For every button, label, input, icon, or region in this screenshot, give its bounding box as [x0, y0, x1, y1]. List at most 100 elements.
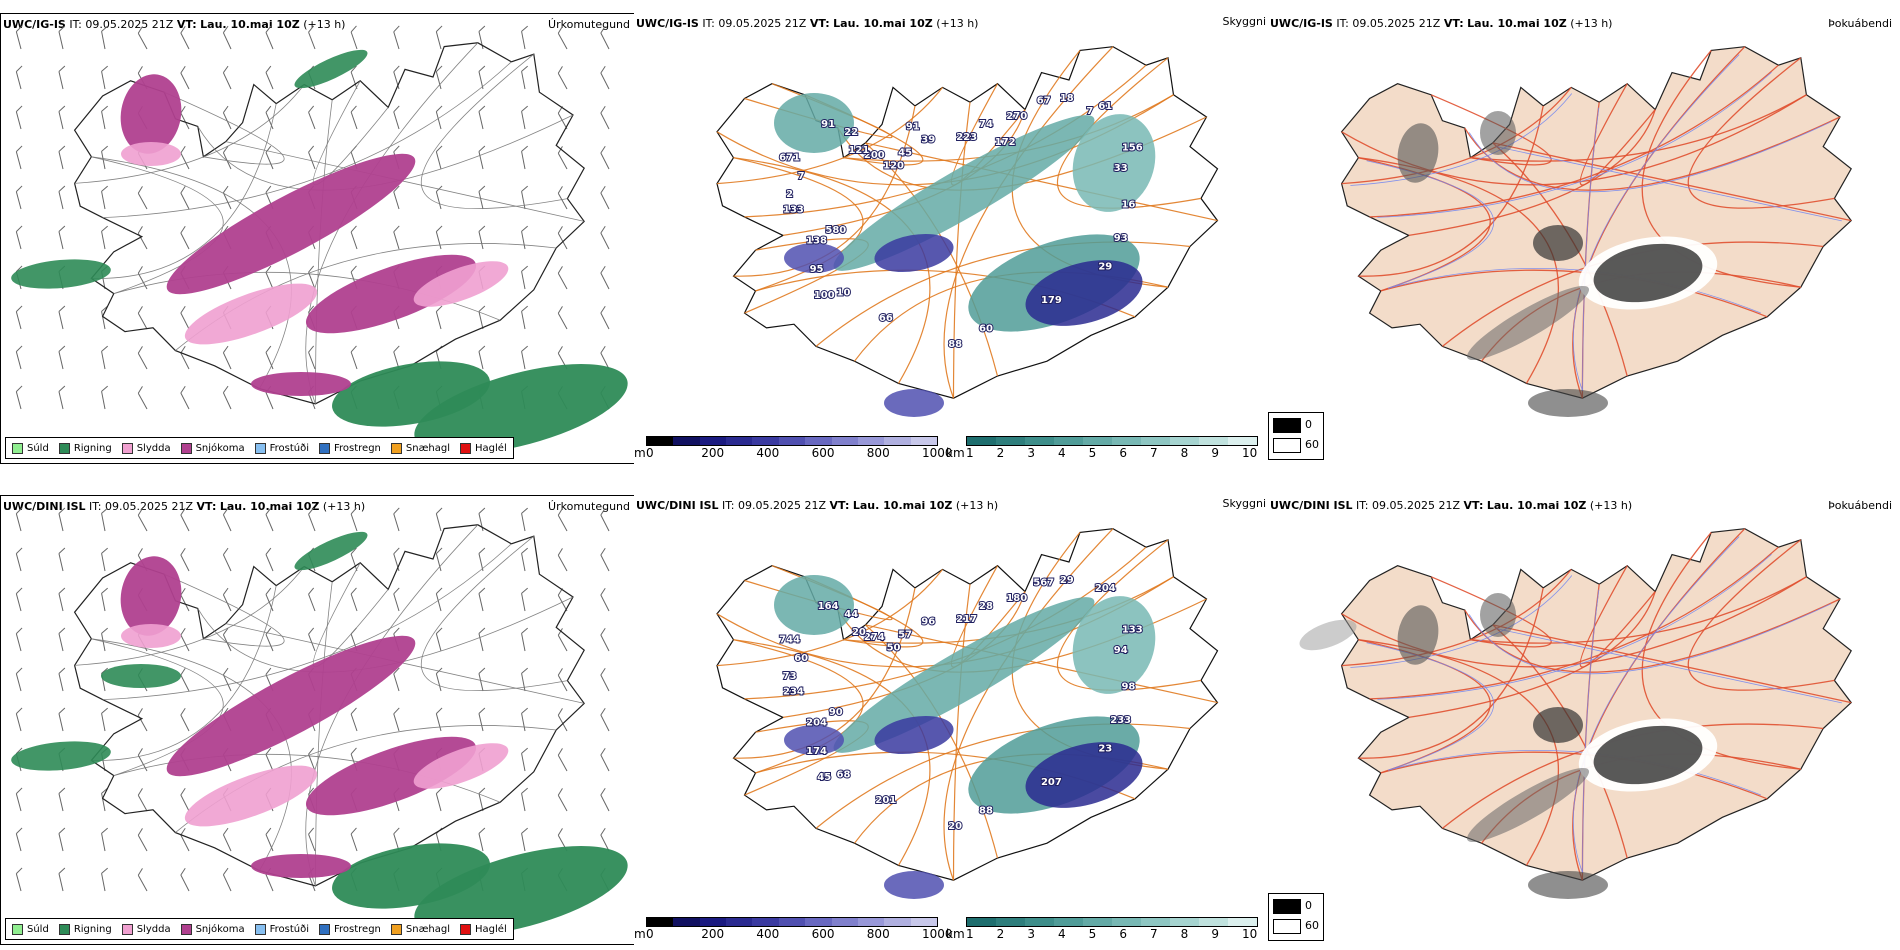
wind-barb — [478, 827, 486, 852]
wind-barb — [222, 25, 232, 50]
wind-barb — [478, 627, 486, 652]
legend-label: Snæhagl — [405, 923, 451, 935]
legend-item: Haglél — [460, 923, 507, 935]
road-line — [1492, 142, 1852, 222]
legend-swatch — [319, 923, 330, 935]
legend-label: Haglél — [475, 442, 507, 454]
precip-type-legend: Súld Rigning Slydda Snjókoma Frostúði Frostre… — [5, 918, 514, 940]
fog-area — [1533, 707, 1583, 743]
ceiling-value-label: 94 — [1114, 645, 1128, 656]
road-line — [1388, 267, 1761, 314]
road-line — [91, 585, 277, 761]
wind-barb — [435, 707, 443, 732]
colorbar-segment — [1199, 437, 1228, 445]
road-line — [952, 584, 971, 881]
ceiling-area — [874, 233, 954, 273]
wind-barb — [600, 827, 610, 852]
wind-barb — [350, 65, 358, 90]
legend-label: Rigning — [73, 923, 112, 935]
wind-barb — [265, 507, 274, 532]
ceiling-value-label: 45 — [898, 147, 912, 158]
wind-barb — [101, 827, 108, 852]
wind-barb — [478, 587, 486, 612]
iceland-coastline — [1340, 46, 1853, 399]
legend-swatch — [319, 442, 330, 454]
wind-barb — [350, 25, 358, 50]
wind-barb — [478, 105, 486, 130]
fog-panel-1: UWC/IG-IS IT: 09.05.2025 21Z VT: Lau. 10… — [1268, 13, 1900, 464]
colorbar-tick-label: 1000 — [922, 927, 953, 941]
road-line — [1350, 93, 1573, 186]
wind-barb — [521, 747, 528, 772]
wind-barb — [137, 346, 148, 370]
iceland-coastline — [1340, 528, 1853, 881]
wind-barb — [478, 145, 486, 170]
ceiling-value-label: 20 — [852, 627, 866, 638]
ceiling-value-label: 18 — [1060, 93, 1074, 104]
wind-barb — [478, 225, 486, 250]
ceiling-value-label: 91 — [821, 119, 835, 130]
legend-label: Frostúði — [269, 442, 309, 454]
ceiling-value-label: 16 — [1121, 199, 1135, 210]
colorbar-segment — [1170, 437, 1199, 445]
visibility-area — [774, 575, 854, 635]
ceiling-area — [1025, 260, 1143, 326]
fog-panel-2: UWC/DINI ISL IT: 09.05.2025 21Z VT: Lau.… — [1268, 495, 1900, 945]
ceiling-value-label: 156 — [1122, 142, 1143, 153]
legend-item: Haglél — [460, 442, 507, 454]
fog-area — [1480, 111, 1516, 155]
wind-barb — [58, 587, 66, 612]
panel-title: UWC/DINI ISL IT: 09.05.2025 21Z VT: Lau.… — [1270, 499, 1633, 512]
wind-barb — [180, 105, 190, 130]
snow-area — [166, 635, 416, 777]
wind-barb — [600, 305, 610, 330]
legend-label: Snjókoma — [195, 923, 245, 935]
legend-swatch — [460, 923, 472, 935]
wind-barb — [58, 827, 66, 852]
legend-item: Snjókoma — [180, 442, 245, 454]
legend-swatch — [390, 442, 402, 454]
legend-swatch — [121, 442, 133, 454]
wind-barb — [180, 25, 190, 50]
legend-label: Rigning — [73, 442, 112, 454]
colorbar-segment — [778, 437, 806, 445]
wind-barb — [265, 587, 274, 612]
wind-barb — [393, 547, 400, 572]
wind-barb — [180, 587, 190, 612]
fog-area — [1397, 123, 1439, 183]
road-line — [305, 524, 479, 886]
road-line — [952, 102, 971, 399]
wind-barb — [350, 707, 358, 732]
wind-barb — [557, 66, 568, 90]
wind-barb — [101, 707, 108, 732]
ceiling-value-label: 133 — [1122, 624, 1143, 635]
wind-barb — [222, 105, 232, 130]
wind-barb — [521, 787, 528, 812]
legend-label: Snæhagl — [405, 442, 451, 454]
wind-barb — [521, 667, 528, 692]
road-line — [1408, 109, 1656, 237]
wind-barb — [521, 105, 528, 130]
wind-barb — [521, 627, 528, 652]
wind-barb — [521, 185, 528, 210]
fog-map — [1299, 528, 1853, 899]
wind-barb — [521, 25, 528, 50]
ceiling-value-label: 88 — [979, 806, 993, 817]
snow-area — [251, 372, 351, 396]
legend-swatch — [254, 442, 266, 454]
wind-barb — [393, 587, 400, 612]
wind-barb — [15, 787, 23, 812]
wind-barb — [478, 25, 486, 50]
wind-barb — [600, 145, 610, 170]
colorbar-tick-label: 9 — [1211, 927, 1219, 941]
colorbar-segment — [910, 918, 937, 926]
wind-barb — [393, 65, 400, 90]
ceiling-value-label: 96 — [921, 617, 935, 628]
legend-item: Snæhagl — [390, 442, 451, 454]
fog-area — [1528, 871, 1608, 899]
colorbar-strip — [966, 917, 1258, 927]
legend-item: Rigning — [58, 923, 112, 935]
colorbar-tick-label: 5 — [1088, 446, 1097, 460]
legend-swatch — [58, 442, 70, 454]
legend-label: Slydda — [136, 923, 171, 935]
